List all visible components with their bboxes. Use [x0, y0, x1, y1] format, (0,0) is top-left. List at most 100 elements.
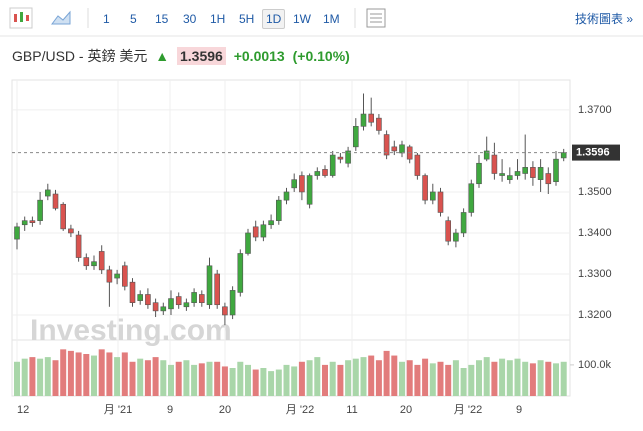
candle-body	[152, 302, 159, 312]
interval-button[interactable]: 1H	[210, 12, 226, 26]
candle-body	[476, 162, 482, 185]
candle-body	[14, 226, 20, 240]
volume-bar	[14, 361, 20, 396]
candle-body	[268, 220, 274, 226]
candle-body	[175, 296, 182, 306]
candle-body	[206, 265, 213, 306]
x-tick-label: 11	[346, 404, 357, 416]
candle-body	[91, 261, 97, 267]
y-tick-label: 1.3300	[578, 268, 612, 280]
candle-body	[222, 306, 228, 316]
volume-bar	[191, 364, 198, 396]
volume-bar	[129, 361, 136, 396]
icon-part	[20, 12, 23, 22]
candle-body	[199, 294, 205, 303]
candle-body	[275, 199, 282, 221]
volume-bar	[252, 369, 259, 396]
volume-bar	[499, 358, 506, 396]
grid-icon[interactable]	[366, 8, 386, 28]
interval-button[interactable]: 1D	[262, 9, 286, 29]
volume-bar	[206, 361, 213, 396]
volume-bar	[406, 360, 413, 396]
candle-body	[260, 224, 267, 238]
current-price-box	[572, 144, 620, 161]
volume-bar	[214, 361, 221, 396]
candle-body	[75, 234, 82, 258]
volume-bar	[67, 350, 74, 396]
interval-button[interactable]: 5H	[239, 12, 255, 26]
volume-bar	[160, 360, 167, 396]
candle-body	[229, 290, 236, 316]
candle-body	[83, 257, 90, 267]
volume-bar	[375, 360, 382, 396]
volume-bar	[560, 361, 567, 396]
volume-bar	[245, 364, 251, 396]
candle-body	[283, 191, 290, 201]
header: GBP/USD - 英鎊 美元 ▲ 1.3596 +0.0013 (+0.10%…	[12, 46, 354, 66]
toolbar-icons	[0, 7, 643, 37]
icon-part	[14, 14, 17, 22]
x-tick-label: 9	[167, 404, 173, 416]
interval-button[interactable]: 1	[103, 12, 110, 26]
interval-button[interactable]: 5	[130, 12, 137, 26]
current-price-label: 1.3596	[576, 146, 610, 158]
candle-body	[52, 193, 59, 209]
volume-bar	[514, 358, 521, 396]
volume-bar	[414, 364, 421, 396]
volume-bar	[537, 360, 544, 396]
candle-body	[345, 150, 351, 164]
y-tick-label: 1.3400	[578, 227, 612, 239]
volume-bar	[29, 357, 36, 396]
candle-body	[391, 146, 398, 152]
volume-bar	[329, 361, 336, 396]
candle-body	[422, 175, 428, 201]
x-tick-label: 9	[516, 404, 522, 416]
candle-body	[314, 171, 321, 176]
icon-part	[26, 15, 29, 21]
volume-bar	[483, 357, 490, 396]
volume-bar	[114, 357, 121, 396]
candle-body	[168, 298, 174, 310]
interval-button[interactable]: 15	[155, 12, 169, 26]
x-tick-label: 12	[17, 404, 29, 416]
volume-bar	[452, 360, 459, 396]
y-tick-label: 1.3200	[578, 309, 612, 321]
candle-body	[68, 228, 74, 234]
interval-button[interactable]: 1M	[323, 12, 340, 26]
candle-body	[360, 113, 367, 127]
x-tick-label: 月 '22	[286, 404, 314, 416]
volume-bar	[229, 368, 236, 396]
volume-bar	[545, 361, 552, 396]
volume-bar	[60, 349, 67, 396]
x-tick-label: 20	[400, 404, 412, 416]
x-tick-label: 20	[219, 404, 231, 416]
candle-icon[interactable]	[9, 7, 33, 29]
up-arrow: ▲	[155, 48, 170, 64]
volume-bar	[298, 361, 305, 396]
volume-bar	[168, 364, 174, 396]
candle-body	[514, 171, 521, 176]
tech-chart-link[interactable]: 技術圖表 »	[574, 12, 633, 26]
change: +0.0013	[233, 48, 285, 64]
candle-body	[114, 273, 120, 279]
volume-bar	[429, 363, 436, 396]
area-icon[interactable]	[51, 10, 71, 25]
candle-body	[145, 294, 151, 306]
candle-body	[352, 126, 359, 148]
interval-button[interactable]: 30	[183, 12, 197, 26]
volume-bar	[237, 361, 244, 396]
candle-body	[537, 167, 544, 180]
interval-button[interactable]: 1W	[293, 12, 311, 26]
volume-bar	[144, 360, 151, 396]
candle-body	[376, 117, 382, 131]
x-tick-label: 月 '21	[104, 404, 132, 416]
candle-body	[483, 150, 490, 160]
plot-frame	[11, 79, 571, 397]
price: 1.3596	[177, 47, 226, 65]
candle-body	[545, 173, 552, 185]
change-pct: (+0.10%)	[292, 48, 350, 64]
volume-bar	[91, 355, 97, 396]
volume-bar	[275, 369, 282, 396]
